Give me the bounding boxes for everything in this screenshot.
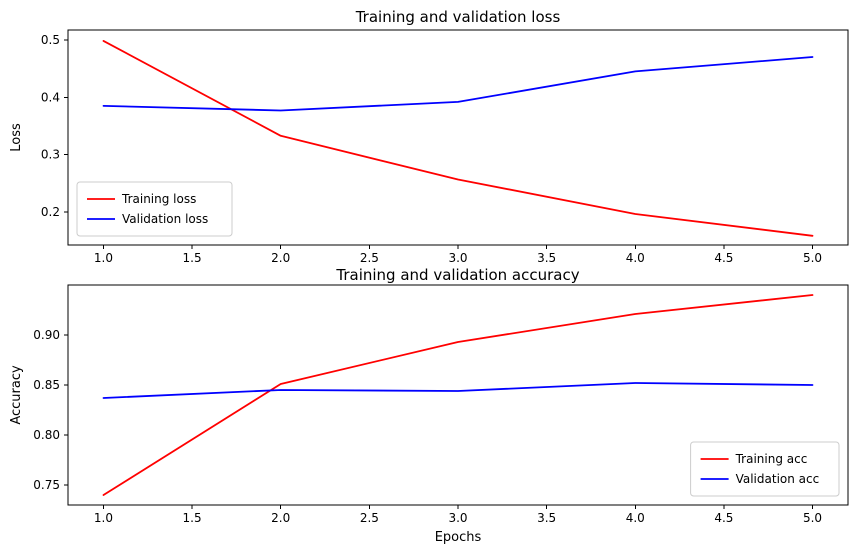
x-tick-label: 1.5 xyxy=(183,511,202,525)
x-tick-label: 3.0 xyxy=(448,511,467,525)
accuracy-chart: 1.0 1.5 2.0 2.5 3.0 3.5 4.0 4.5 5.0 0.75 0.80 0.85 0… xyxy=(9,266,849,545)
x-tick-label: 4.5 xyxy=(714,511,733,525)
x-tick-label: 3.5 xyxy=(537,511,556,525)
x-tick-label: 3.0 xyxy=(448,251,467,265)
y-tick-label: 0.2 xyxy=(41,205,60,219)
x-tick-label: 2.5 xyxy=(360,251,379,265)
chart-title: Training and validation accuracy xyxy=(335,266,579,284)
legend: Training acc Validation acc xyxy=(690,441,840,497)
x-tick-label: 5.0 xyxy=(803,251,822,265)
x-axis-label: Epochs xyxy=(435,530,482,545)
validation-acc-line xyxy=(102,382,814,399)
x-tick-label: 1.5 xyxy=(183,251,202,265)
y-tick-label: 0.80 xyxy=(33,428,60,442)
x-tick-label: 3.5 xyxy=(537,251,556,265)
legend-label: Validation acc xyxy=(736,472,820,486)
training-loss-line xyxy=(102,40,814,237)
y-tick-label: 0.75 xyxy=(33,478,60,492)
loss-chart: 1.0 1.5 2.0 2.5 3.0 3.5 4.0 4.5 5.0 0.2 0.3 0.4 0.5 T… xyxy=(9,8,849,265)
y-tick-label: 0.90 xyxy=(33,328,60,342)
y-tick-label: 0.3 xyxy=(41,148,60,162)
x-tick-label: 2.0 xyxy=(271,511,290,525)
training-acc-line xyxy=(102,294,814,496)
legend-box xyxy=(76,181,233,237)
legend-label: Training loss xyxy=(121,192,196,206)
x-tick-label: 5.0 xyxy=(803,511,822,525)
y-axis-label: Loss xyxy=(9,123,24,152)
y-tick-label: 0.4 xyxy=(41,90,60,104)
x-tick-label: 4.0 xyxy=(626,511,645,525)
x-tick-label: 2.5 xyxy=(360,511,379,525)
y-tick-label: 0.85 xyxy=(33,378,60,392)
legend-box xyxy=(690,441,840,497)
chart-title: Training and validation loss xyxy=(355,8,561,26)
legend-label: Training acc xyxy=(735,452,808,466)
legend-label: Validation loss xyxy=(122,212,208,226)
y-tick-label: 0.5 xyxy=(41,33,60,47)
x-tick-label: 2.0 xyxy=(271,251,290,265)
x-tick-label: 1.0 xyxy=(94,511,113,525)
y-axis-label: Accuracy xyxy=(9,365,24,425)
x-tick-label: 4.0 xyxy=(626,251,645,265)
x-tick-label: 4.5 xyxy=(714,251,733,265)
x-tick-label: 1.0 xyxy=(94,251,113,265)
legend: Training loss Validation loss xyxy=(76,181,233,237)
validation-loss-line xyxy=(102,56,814,112)
